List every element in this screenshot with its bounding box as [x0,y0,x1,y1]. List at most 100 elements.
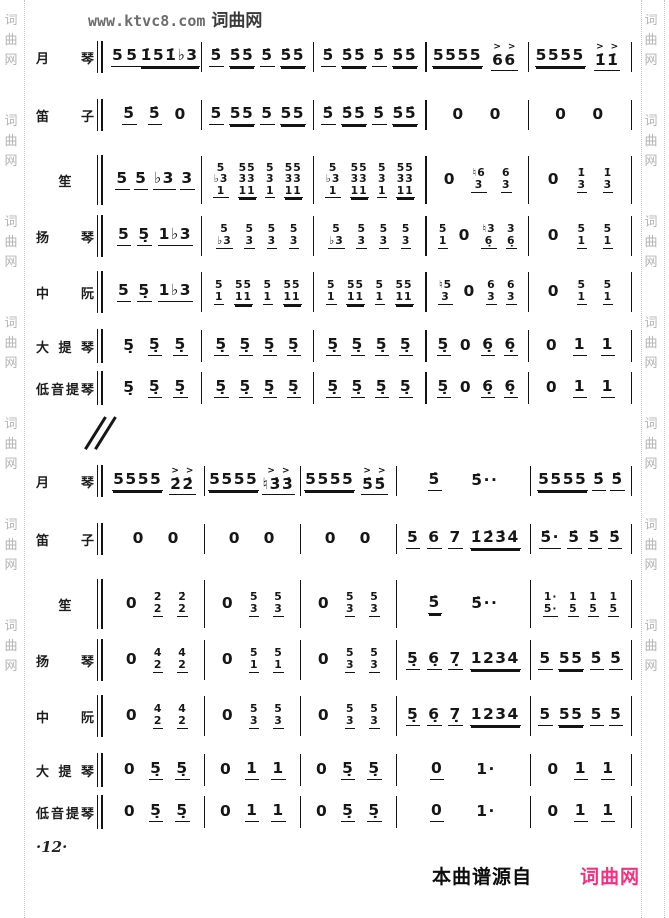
stack-note: 5 [332,222,341,236]
measure: 5̣ 6̣ 7̣ 1234 [397,649,530,670]
note-group: 0 [554,105,568,124]
side-watermark-char: 曲 [4,538,18,553]
note: 5̣ [341,759,356,780]
system-2: 月琴 5555 >> 2̇2̇ 5555 >> ♮3̇3̇ 5555 >> 5̇5̇ 5̇ 5̇·· 5… [36,464,632,830]
barline [630,330,632,362]
watermark-url: www.ktvc8.com [88,12,206,30]
barline [529,466,532,496]
barline [201,272,203,312]
note: 5̣ [173,377,188,398]
note-group: 5 ♭3 1 [212,161,230,199]
stack-note: 5 [345,590,355,604]
note-group: 5 ♭3 [328,222,345,249]
stack-note: 5 [289,222,299,236]
note: 5̣ [374,377,389,398]
note-group: 0 [359,529,373,548]
note-group: 0 [125,706,139,725]
note: 5̣ [175,801,190,822]
note-group: 5̇ [567,528,582,549]
stack-note: 1 [375,290,385,303]
note: 0 [592,105,605,124]
note: 1 [573,759,589,780]
note: 0 [547,760,560,779]
note-group: 0 [317,594,331,613]
note-group: 55 [228,104,256,125]
accent-marks: >> [171,465,201,476]
note: 5̇5̇ [391,104,419,125]
system-bracket [97,41,105,73]
note-group: 5 [405,528,421,549]
note-group: 0 [459,336,473,355]
caesura-slash [94,416,117,450]
instrument-label-char: 大 [36,764,50,780]
barline [425,372,427,404]
note: 5̇5̇ [340,104,368,125]
barline [425,100,427,130]
chord-stack: 55 11 [282,279,302,305]
page-number: ·12· [36,838,68,856]
note-group: >> 5̇5̇ [356,466,392,496]
stack-note: ♭3 [217,234,232,247]
note: 5̣ [350,377,365,398]
stack-note: 5 [577,278,587,292]
score-row-笛子: 笛子 5̇ 5̇ 0 5 55 5 55 5̇ 5̇5̇ 5̇ 5̇5̇ 0 0 0 0 [36,98,632,132]
note-group: 5̣ [147,377,163,398]
right-dotted-rule [641,0,642,918]
barline [395,696,398,736]
note-group: 5̇·· [470,471,499,490]
barline [299,466,302,496]
score-row-低音提琴: 低音提琴 0 5̣ 5̣ 0 1 1 0 5̣ 5̣ 0 1· 0 1 1 [36,794,632,830]
note: 0 [219,760,233,779]
barline [527,42,530,72]
note: 0 [221,650,235,669]
system-bracket [97,523,105,555]
note-group: 5̣ [147,335,163,356]
note-group: 5̣ [149,759,164,780]
chord-stack: ♮5 3 [437,279,454,305]
stack-note: 55 [284,160,302,174]
note: 5̇·· [471,594,499,613]
note: 0 [545,378,559,397]
note: 5 [609,705,624,726]
instrument-label-char: 提 [65,382,79,398]
side-watermark-char: 词 [644,619,658,634]
stack-note: 3 [267,234,277,247]
system-bracket [97,465,105,497]
barline [203,754,206,786]
note-group: 7 [448,528,463,549]
note-group: 0 [263,529,277,548]
note-group: 1̇ 3 [576,167,588,193]
barline [630,156,632,204]
barline [203,696,206,736]
note-group: 5̣ [286,377,302,398]
note-group: 5̇5̇ [391,104,419,125]
note: 5̣ [398,377,414,398]
note: 5̇ [608,528,623,549]
note: 5̣ [405,649,421,670]
stack-note: 33 [396,172,414,186]
note: 0 [221,594,235,613]
note-group: 55 33 11 [237,161,257,199]
note-group: 5̇ [610,470,625,491]
note: 1 [271,759,286,780]
note: 0 [547,282,561,301]
note-group: 5̣ [173,335,188,356]
note-group: 55 [557,649,585,670]
stack-note: 4 [178,702,187,716]
score-row-笙: 笙 5 5 ♭3 3 5 ♭3 1 55 33 11 5 3 1 55 33 11 5 ♭3 1 55 33 11 5 3 1 55… [36,154,632,206]
instrument-label-char: 中 [36,286,50,302]
side-watermark-char: 词 [644,518,658,533]
note: 0 [555,105,568,124]
note: 55 [279,104,307,125]
note-group: 0 [221,706,235,725]
